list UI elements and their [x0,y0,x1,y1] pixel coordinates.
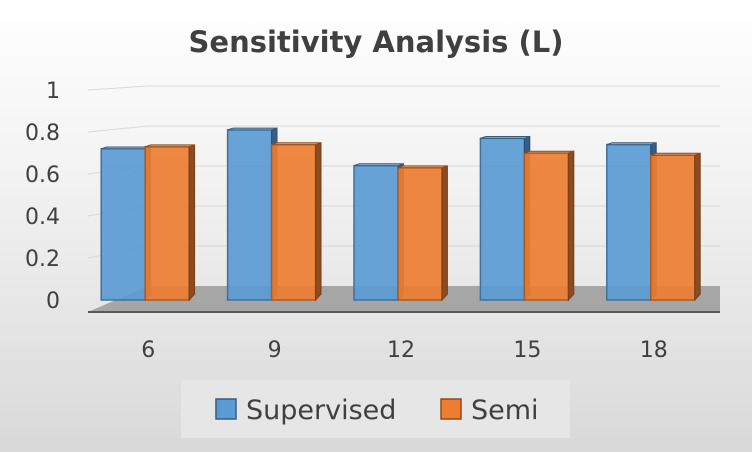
legend-label: Semi [471,395,539,426]
bar [397,165,448,302]
chart-title: Sensitivity Analysis (L) [189,25,564,59]
legend-swatch [215,398,237,420]
gridline [87,85,720,91]
bars [100,127,701,302]
bar-front [650,154,696,301]
bar-front [523,152,570,301]
bar-front [397,166,443,301]
bar-side [441,165,448,302]
bar-side [567,150,575,302]
bar-top [480,136,530,139]
bar [353,163,404,302]
bar [479,135,531,302]
bar [144,144,196,302]
bar [100,146,152,302]
legend-box [181,380,570,438]
y-tick-label: 0.4 [25,205,60,230]
y-tick-label: 0 [46,289,60,314]
y-tick-label: 0.6 [25,163,60,188]
bar-side [188,144,196,302]
bar-front [606,143,652,301]
bar-front [479,137,526,301]
bar [606,142,657,302]
bar-front [100,148,146,301]
bar-top [145,144,195,148]
y-tick-label: 0.8 [25,121,60,146]
bar-side [315,142,322,302]
bar [226,127,278,302]
bar-top [271,142,322,146]
x-tick-label: 6 [141,338,155,363]
bar-side [694,152,701,302]
gridline [87,125,720,133]
bar [523,150,575,302]
x-axis-ticks: 6 9 12 15 18 [141,338,668,363]
x-tick-label: 9 [268,338,282,363]
legend: Supervised Semi [181,380,570,438]
bar-top [650,152,701,156]
bar-front [353,164,399,301]
bar-top [397,165,448,169]
bar-top [524,150,574,154]
bar-front [270,143,317,301]
bar [270,142,322,302]
y-axis-ticks: 0 0.2 0.4 0.6 0.8 1 [25,79,60,314]
bar [650,152,701,302]
bar-top [606,142,657,146]
bar-top [227,127,278,131]
y-tick-label: 0.2 [25,247,60,272]
bar-front [144,145,190,301]
x-tick-label: 12 [387,338,415,363]
legend-label: Supervised [246,395,396,426]
y-tick-label: 1 [46,79,60,104]
bar-top [101,146,151,150]
bar-top [353,163,404,167]
bar-front [226,129,273,301]
x-tick-label: 15 [513,338,541,363]
legend-swatch [440,398,462,420]
x-tick-label: 18 [640,338,668,363]
